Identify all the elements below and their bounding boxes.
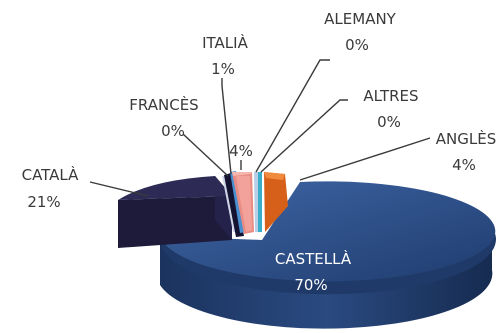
label-angles-value: 4% bbox=[452, 156, 476, 174]
label-catala-value: 21% bbox=[27, 193, 60, 211]
label-alemany-name: ALEMANY bbox=[324, 10, 397, 28]
leader-catala bbox=[89, 181, 149, 197]
label-italia-value: 1% bbox=[211, 60, 235, 78]
label-pink-value: 4% bbox=[229, 142, 253, 160]
label-catala-name: CATALÀ bbox=[22, 165, 80, 184]
label-italia-name: ITALIÀ bbox=[202, 33, 248, 52]
label-altres-name: ALTRES bbox=[363, 87, 418, 105]
slice-angles bbox=[264, 172, 288, 232]
leader-lines bbox=[89, 59, 431, 197]
label-angles-name: ANGLÈS bbox=[436, 129, 496, 148]
label-castella-name: CASTELLÀ bbox=[275, 249, 352, 268]
leader-frances bbox=[182, 133, 229, 177]
label-castella-value: 70% bbox=[294, 276, 327, 294]
leader-alemany bbox=[255, 59, 330, 173]
leader-angles bbox=[299, 137, 431, 181]
leader-italia bbox=[221, 78, 232, 175]
slice-altres bbox=[258, 172, 262, 232]
label-altres-value: 0% bbox=[377, 113, 401, 131]
label-alemany-value: 0% bbox=[345, 36, 369, 54]
leader-altres bbox=[260, 99, 348, 173]
label-frances-name: FRANCÈS bbox=[129, 95, 198, 114]
slice-catala bbox=[118, 176, 232, 248]
slice-castella bbox=[160, 181, 496, 329]
slice-labels: ALEMANY 0% ITALIÀ 1% ALTRES 0% FRANCÈS 0… bbox=[22, 10, 497, 294]
slice-alemany bbox=[254, 172, 258, 232]
slice-pink bbox=[232, 172, 254, 234]
label-frances-value: 0% bbox=[161, 122, 185, 140]
